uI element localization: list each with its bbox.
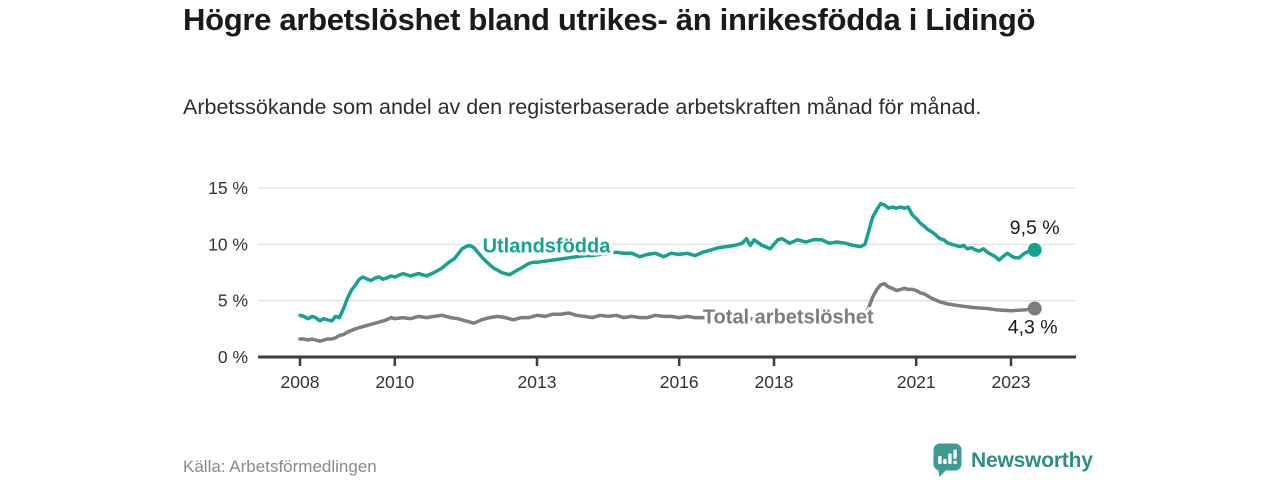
series-line-utlandsfodda bbox=[298, 201, 1037, 323]
y-tick-label: 0 % bbox=[218, 347, 248, 367]
y-tick-label: 10 % bbox=[208, 234, 248, 254]
x-tick-label: 2021 bbox=[897, 372, 936, 392]
x-tick-label: 2016 bbox=[660, 372, 699, 392]
series-end-value-label: 4,3 % bbox=[1008, 317, 1058, 339]
newsworthy-wordmark: Newsworthy bbox=[971, 448, 1093, 472]
series-line-total bbox=[298, 281, 1037, 343]
source-text: Källa: Arbetsförmedlingen bbox=[183, 457, 377, 476]
series-label: Utlandsfödda bbox=[483, 235, 612, 257]
chart-subtitle: Arbetssökande som andel av den registerb… bbox=[183, 95, 982, 119]
newsworthy-logo[interactable]: Newsworthy bbox=[933, 443, 1093, 478]
chart-title: Högre arbetslöshet bland utrikes- än inr… bbox=[183, 2, 1036, 37]
series-end-dot bbox=[1027, 301, 1042, 316]
y-tick-label: 5 % bbox=[218, 291, 248, 311]
x-tick-label: 2018 bbox=[755, 372, 794, 392]
bar-chart-bubble-icon bbox=[933, 443, 962, 478]
y-tick-label: 15 % bbox=[208, 178, 248, 198]
x-tick-label: 2010 bbox=[375, 372, 414, 392]
series-label: Total arbetslöshet bbox=[703, 306, 874, 328]
x-tick-label: 2008 bbox=[281, 372, 320, 392]
series-end-dot bbox=[1027, 242, 1042, 257]
series-end-value-label: 9,5 % bbox=[1010, 217, 1060, 239]
x-tick-label: 2013 bbox=[518, 372, 557, 392]
x-tick-label: 2023 bbox=[992, 372, 1031, 392]
